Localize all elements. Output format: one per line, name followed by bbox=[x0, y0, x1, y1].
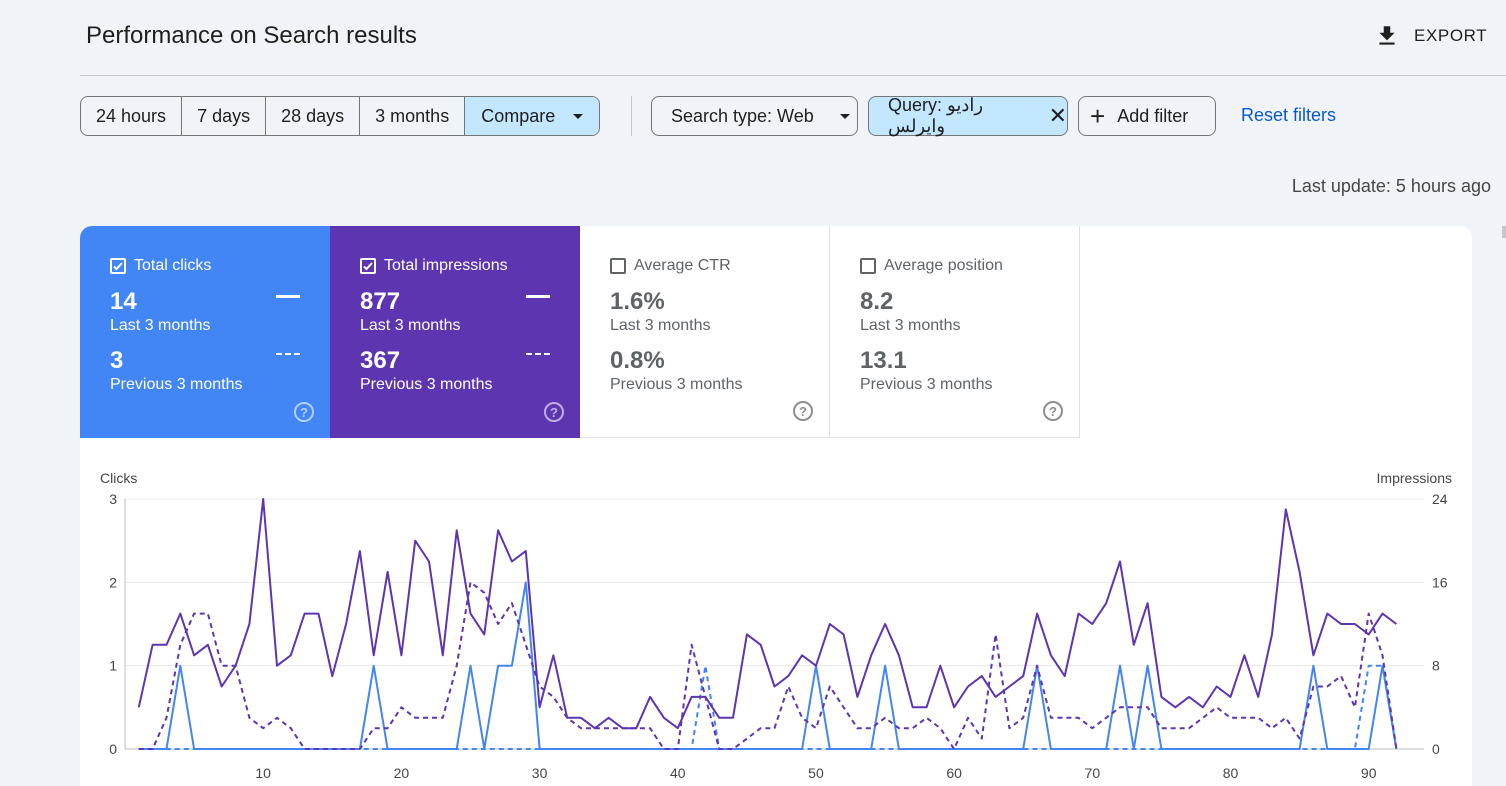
metric-previous-period: Previous 3 months bbox=[610, 376, 743, 393]
x-tick-label: 70 bbox=[1085, 765, 1101, 781]
date-range-selector: 24 hours 7 days 28 days 3 months Compare bbox=[80, 96, 601, 136]
checkbox-unchecked-icon[interactable] bbox=[610, 258, 626, 274]
plus-icon: + bbox=[1090, 101, 1106, 131]
y-axis-left-title: Clicks bbox=[100, 470, 137, 486]
x-tick-label: 90 bbox=[1361, 765, 1377, 781]
metric-card-average-position[interactable]: Average position 8.2 Last 3 months 13.1 … bbox=[830, 226, 1080, 438]
add-filter-button[interactable]: + Add filter bbox=[1078, 96, 1216, 136]
dashed-line-legend-icon bbox=[276, 353, 300, 355]
x-tick-label: 10 bbox=[255, 765, 271, 781]
x-tick-label: 20 bbox=[394, 765, 410, 781]
y-axis-right-title: Impressions bbox=[1377, 470, 1452, 486]
x-tick-label: 50 bbox=[808, 765, 824, 781]
performance-card: Total clicks 14 Last 3 months 3 Previous… bbox=[80, 226, 1472, 786]
query-filter-chip[interactable]: Query: رادیو وایرلس ✕ bbox=[868, 95, 1068, 136]
add-filter-label: Add filter bbox=[1117, 105, 1189, 126]
metric-previous-period: Previous 3 months bbox=[360, 376, 493, 393]
help-icon[interactable]: ? bbox=[1043, 401, 1063, 421]
help-icon[interactable]: ? bbox=[294, 402, 314, 422]
y-right-tick-label: 16 bbox=[1432, 574, 1448, 590]
metric-previous-value: 367 bbox=[360, 347, 401, 374]
metric-label: Average CTR bbox=[634, 257, 731, 274]
x-tick-label: 40 bbox=[670, 765, 686, 781]
metric-card-total-impressions[interactable]: Total impressions 877 Last 3 months 367 … bbox=[330, 226, 580, 438]
date-range-7-days[interactable]: 7 days bbox=[182, 97, 267, 135]
download-icon bbox=[1379, 26, 1395, 45]
impressions-previous-series-line bbox=[138, 581, 1398, 750]
y-right-tick-label: 8 bbox=[1432, 658, 1440, 674]
metric-period: Last 3 months bbox=[110, 317, 211, 334]
metric-previous-value: 0.8% bbox=[610, 347, 665, 374]
compare-label: Compare bbox=[481, 105, 556, 126]
compare-dropdown[interactable]: Compare bbox=[465, 97, 600, 135]
help-icon[interactable]: ? bbox=[544, 402, 564, 422]
checkbox-checked-icon[interactable] bbox=[360, 258, 376, 274]
metric-previous-period: Previous 3 months bbox=[860, 376, 993, 393]
metric-period: Last 3 months bbox=[360, 317, 461, 334]
y-right-tick-label: 24 bbox=[1432, 491, 1448, 507]
y-left-tick-label: 2 bbox=[109, 574, 117, 590]
export-button[interactable]: EXPORT bbox=[1374, 20, 1487, 52]
checkbox-unchecked-icon[interactable] bbox=[860, 258, 876, 274]
metric-period: Last 3 months bbox=[610, 317, 711, 334]
header-divider bbox=[80, 75, 1506, 76]
caret-down-icon bbox=[573, 113, 584, 119]
metric-card-total-clicks[interactable]: Total clicks 14 Last 3 months 3 Previous… bbox=[80, 226, 330, 438]
checkbox-checked-icon[interactable] bbox=[110, 258, 126, 274]
x-tick-label: 80 bbox=[1223, 765, 1239, 781]
caret-down-icon bbox=[839, 113, 850, 119]
metric-label: Total impressions bbox=[384, 257, 508, 274]
x-tick-label: 60 bbox=[946, 765, 962, 781]
metric-label: Total clicks bbox=[134, 257, 212, 274]
metric-value: 1.6% bbox=[610, 288, 665, 315]
metric-previous-value: 13.1 bbox=[860, 347, 907, 374]
page-title: Performance on Search results bbox=[86, 22, 417, 49]
metric-previous-period: Previous 3 months bbox=[110, 376, 243, 393]
metric-card-average-ctr[interactable]: Average CTR 1.6% Last 3 months 0.8% Prev… bbox=[580, 226, 830, 438]
y-left-tick-label: 3 bbox=[109, 491, 117, 507]
y-left-tick-label: 0 bbox=[109, 741, 117, 757]
impressions-current-series-line bbox=[137, 498, 1397, 730]
filter-divider bbox=[631, 96, 632, 136]
close-icon[interactable]: ✕ bbox=[1048, 103, 1067, 128]
y-right-tick-label: 0 bbox=[1432, 741, 1440, 757]
metric-value: 14 bbox=[110, 288, 137, 315]
metric-value: 877 bbox=[360, 288, 401, 315]
x-tick-label: 30 bbox=[532, 765, 548, 781]
metric-label: Average position bbox=[884, 257, 1003, 274]
search-type-label: Search type: Web bbox=[671, 105, 814, 126]
dashed-line-legend-icon bbox=[526, 353, 550, 355]
metric-previous-value: 3 bbox=[110, 347, 124, 374]
query-filter-label: Query: رادیو وایرلس bbox=[888, 95, 984, 136]
metric-value: 8.2 bbox=[860, 288, 894, 315]
solid-line-legend-icon bbox=[276, 295, 300, 298]
search-type-filter[interactable]: Search type: Web bbox=[651, 96, 858, 136]
date-range-24-hours[interactable]: 24 hours bbox=[81, 97, 183, 135]
date-range-28-days[interactable]: 28 days bbox=[266, 97, 361, 135]
help-icon[interactable]: ? bbox=[793, 401, 813, 421]
solid-line-legend-icon bbox=[526, 295, 550, 298]
y-left-tick-label: 1 bbox=[109, 658, 117, 674]
reset-filters-link[interactable]: Reset filters bbox=[1241, 105, 1337, 125]
date-range-3-months[interactable]: 3 months bbox=[360, 97, 466, 135]
scrollbar[interactable] bbox=[1502, 226, 1506, 238]
clicks-previous-series-line bbox=[138, 664, 1398, 750]
last-update-text: Last update: 5 hours ago bbox=[1291, 176, 1491, 196]
metric-period: Last 3 months bbox=[860, 317, 961, 334]
export-label: EXPORT bbox=[1414, 26, 1488, 45]
